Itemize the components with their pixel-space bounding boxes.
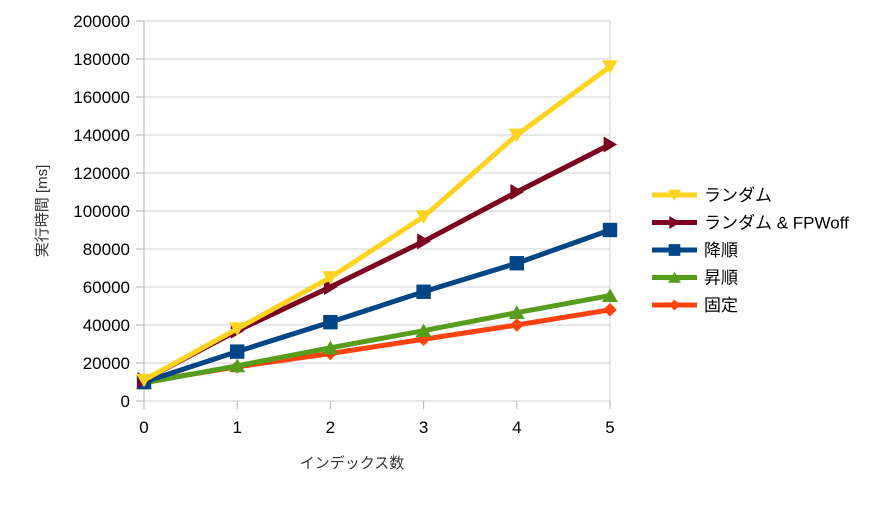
- triangle-down-marker-icon: [602, 60, 618, 74]
- x-tick-label: 3: [419, 418, 428, 437]
- triangle-right-marker-icon: [324, 279, 338, 295]
- triangle-right-marker-icon: [603, 136, 618, 153]
- y-tick-label: 160000: [73, 88, 130, 107]
- y-tick-label: 200000: [73, 12, 130, 31]
- square-marker-icon: [323, 314, 338, 330]
- triangle-right-marker-icon: [669, 216, 681, 229]
- triangle-right-marker-icon: [417, 233, 431, 250]
- triangle-down-marker-icon: [508, 128, 525, 143]
- triangle-down-marker-icon: [322, 271, 339, 285]
- legend-label: 昇順: [704, 269, 738, 288]
- x-tick-label: 0: [139, 418, 148, 437]
- square-marker-icon: [668, 244, 681, 256]
- y-axis-title: 実行時間 [ms]: [34, 165, 51, 258]
- x-tick-label: 4: [512, 418, 521, 437]
- series-lines: [136, 60, 618, 390]
- y-tick-label: 40000: [83, 316, 130, 335]
- series-line: [137, 136, 618, 389]
- triangle-up-marker-icon: [322, 340, 339, 355]
- legend-label: 固定: [704, 296, 738, 315]
- legend-label: ランダム: [704, 186, 772, 205]
- gridlines: [143, 20, 611, 409]
- legend-item: 固定: [652, 296, 738, 315]
- square-marker-icon: [602, 222, 618, 238]
- series-line: [136, 60, 618, 388]
- series-polyline: [142, 64, 612, 383]
- series-polyline: [143, 293, 611, 386]
- legend-item: 降順: [652, 241, 738, 260]
- triangle-up-marker-icon: [229, 358, 246, 373]
- diamond-marker-icon: [603, 303, 617, 317]
- triangle-up-marker-icon: [602, 288, 618, 302]
- square-marker-icon: [509, 256, 524, 271]
- y-axis-ticks: 0 20000 40000 60000 80000 100000 120000 140000 1…: [73, 12, 144, 411]
- legend-item: ランダム: [652, 186, 772, 205]
- x-tick-label: 2: [326, 418, 335, 437]
- triangle-up-marker-icon: [668, 271, 681, 283]
- triangle-down-marker-icon: [668, 189, 681, 201]
- y-tick-label: 140000: [73, 126, 130, 145]
- square-marker-icon: [230, 344, 245, 359]
- diamond-marker-icon: [668, 299, 681, 311]
- diamond-marker-icon: [510, 318, 524, 332]
- triangle-up-marker-icon: [508, 305, 525, 320]
- x-axis-title: インデックス数: [300, 454, 405, 472]
- legend-item: ランダム & FPWoff: [652, 214, 849, 233]
- series-polyline: [143, 227, 611, 385]
- y-tick-label: 100000: [73, 202, 130, 221]
- legend-item: 昇順: [652, 269, 738, 288]
- y-tick-label: 120000: [73, 164, 130, 183]
- legend-label: 降順: [704, 241, 738, 260]
- triangle-down-marker-icon: [136, 373, 152, 388]
- y-tick-label: 60000: [83, 278, 130, 297]
- series-line: [136, 288, 618, 390]
- triangle-up-marker-icon: [415, 323, 432, 338]
- x-axis-ticks: 0 1 2 3 4 5: [139, 401, 615, 437]
- triangle-right-marker-icon: [510, 184, 524, 200]
- y-tick-label: 80000: [83, 240, 130, 259]
- triangle-down-marker-icon: [229, 322, 246, 336]
- y-tick-label: 180000: [73, 50, 130, 69]
- y-tick-label: 20000: [83, 354, 130, 373]
- triangle-down-marker-icon: [415, 210, 432, 224]
- y-tick-label: 0: [121, 392, 130, 411]
- x-tick-label: 5: [605, 418, 614, 437]
- square-marker-icon: [416, 284, 431, 299]
- x-tick-label: 1: [232, 418, 241, 437]
- legend-label: ランダム & FPWoff: [704, 214, 849, 233]
